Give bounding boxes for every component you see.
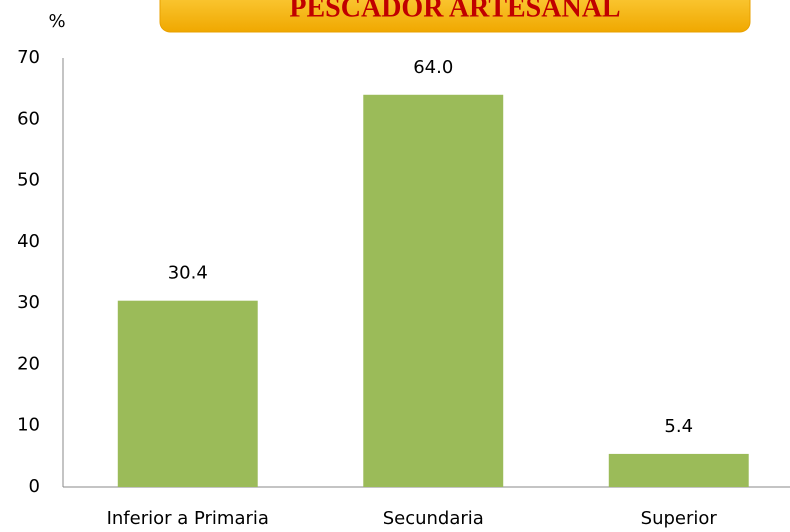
x-tick-label: Inferior a Primaria	[107, 508, 269, 529]
value-label: 5.4	[664, 416, 693, 437]
value-label: 30.4	[168, 263, 208, 284]
bar	[608, 453, 749, 487]
bar	[363, 94, 504, 488]
y-tick-label: 10	[17, 415, 40, 436]
bar	[117, 300, 258, 487]
y-tick-label: 0	[29, 476, 40, 497]
y-tick-label: 50	[17, 170, 40, 191]
y-axis-label: %	[48, 11, 65, 32]
y-tick-label: 60	[17, 108, 40, 129]
title-box	[159, 0, 751, 33]
y-tick-label: 20	[17, 353, 40, 374]
y-tick-label: 30	[17, 292, 40, 313]
value-label: 64.0	[413, 57, 453, 78]
x-tick-label: Superior	[641, 508, 718, 529]
x-tick-label: Secundaria	[383, 508, 484, 529]
y-tick-label: 40	[17, 231, 40, 252]
chart-title: PESCADOR ARTESANAL	[289, 0, 620, 23]
y-tick-label: 70	[17, 47, 40, 68]
